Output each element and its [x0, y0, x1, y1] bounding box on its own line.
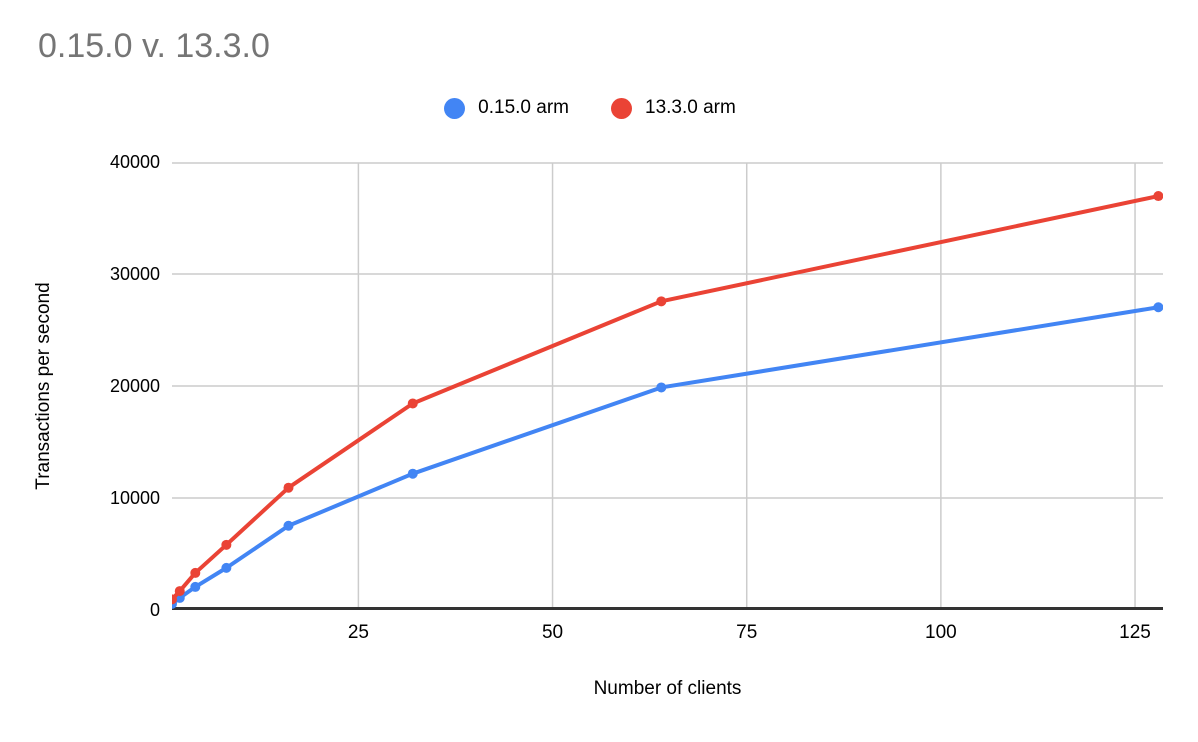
legend-marker-red-icon [611, 97, 632, 119]
data-point-13-3-0-arm [221, 539, 232, 550]
x-tick-label: 25 [347, 622, 369, 643]
data-point-0-15-0-arm [221, 562, 232, 573]
data-point-13-3-0-arm [172, 594, 177, 605]
x-tick-label: 100 [925, 622, 957, 643]
legend-item-0150-arm: 0.15.0 arm [444, 97, 569, 119]
data-point-0-15-0-arm [656, 382, 667, 393]
series-line-0-15-0-arm [172, 305, 1161, 606]
x-tick-label: 125 [1119, 622, 1151, 643]
chart-title: 0.15.0 v. 13.3.0 [38, 27, 270, 65]
y-tick-label: 30000 [109, 264, 160, 284]
legend-label: 0.15.0 arm [478, 97, 569, 118]
legend: 0.15.0 arm 13.3.0 arm [0, 97, 1180, 119]
y-axis-title: Transactions per second [33, 282, 54, 490]
data-point-0-15-0-arm [1153, 302, 1163, 313]
data-point-13-3-0-arm [283, 482, 294, 493]
data-point-13-3-0-arm [407, 398, 418, 409]
series-line-13-3-0-arm [172, 194, 1161, 602]
data-point-13-3-0-arm [174, 586, 185, 597]
plot-area [172, 162, 1163, 610]
y-tick-label: 40000 [109, 152, 160, 172]
y-tick-label: 10000 [109, 488, 160, 508]
y-tick-label: 20000 [109, 376, 160, 396]
legend-label: 13.3.0 arm [645, 97, 736, 118]
data-point-13-3-0-arm [190, 567, 201, 578]
x-tick-label: 50 [541, 622, 564, 643]
x-tick-label: 75 [736, 622, 758, 643]
plot-svg [172, 162, 1163, 610]
legend-item-1330-arm: 13.3.0 arm [611, 97, 736, 119]
data-point-13-3-0-arm [1153, 191, 1163, 202]
data-point-13-3-0-arm [656, 296, 667, 307]
data-point-0-15-0-arm [190, 581, 201, 592]
data-point-0-15-0-arm [283, 520, 294, 531]
y-tick-label: 0 [149, 600, 160, 620]
x-axis-title: Number of clients [593, 678, 742, 699]
data-point-0-15-0-arm [407, 468, 418, 479]
legend-marker-blue-icon [444, 97, 466, 119]
